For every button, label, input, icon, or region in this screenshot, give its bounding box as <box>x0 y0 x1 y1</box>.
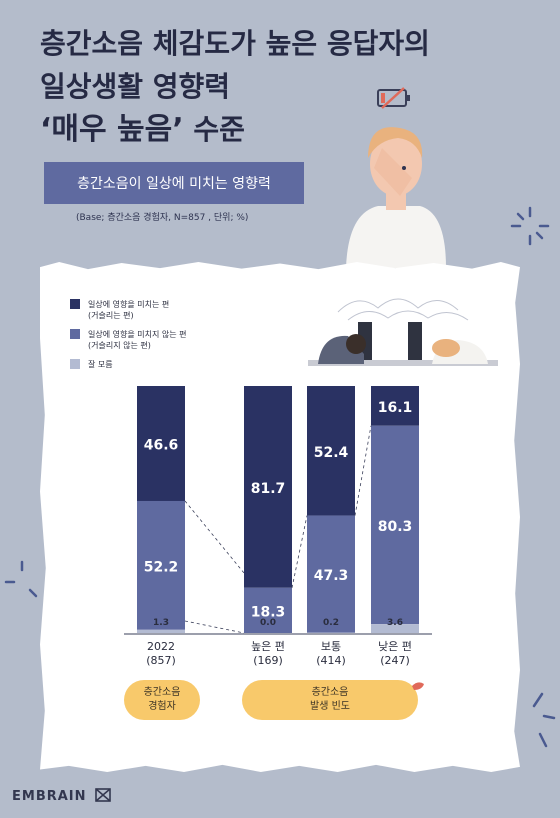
sparkle-icon <box>532 692 556 748</box>
title-line-2: 일상생활 영향력 <box>40 70 231 103</box>
category-label: (169) <box>253 654 283 667</box>
legend-item: 일상에 영향을 미치지 않는 편 (거슬리지 않는 편) <box>70 329 187 351</box>
data-label: 0.0 <box>260 618 276 628</box>
bar-segment <box>137 629 185 633</box>
category-label: (857) <box>146 654 176 667</box>
bar-segment <box>137 386 185 501</box>
data-label: 1.3 <box>153 618 169 628</box>
data-label: 16.1 <box>378 400 413 416</box>
data-label: 80.3 <box>378 519 413 535</box>
data-label: 0.2 <box>323 618 339 628</box>
pill-experienced: 층간소음 경험자 <box>124 680 200 720</box>
legend-label: 일상에 영향을 미치는 편 (거슬리는 편) <box>88 300 170 320</box>
bar-segment <box>371 624 419 633</box>
pill-frequency: 층간소음 발생 빈도 <box>242 680 418 720</box>
low-battery-icon <box>377 87 410 109</box>
category-label: (414) <box>316 654 346 667</box>
brand-logo: EMBRAIN <box>12 788 111 804</box>
chart-legend: 일상에 영향을 미치는 편 (거슬리는 편) 일상에 영향을 미치지 않는 편 … <box>70 299 187 370</box>
bar-segment <box>307 386 355 516</box>
legend-item: 일상에 영향을 미치는 편 (거슬리는 편) <box>70 299 187 321</box>
title-highlight: ‘매우 높음’ <box>40 112 184 147</box>
category-label: 높은 편 <box>251 640 285 653</box>
legend-swatch <box>70 329 80 339</box>
bar-segment <box>371 425 419 625</box>
tired-workers-illustration <box>308 298 498 366</box>
connector-line <box>184 620 245 634</box>
connector-line <box>184 500 245 574</box>
title-line-3: 수준 <box>183 113 245 146</box>
base-note: (Base; 층간소음 경험자, N=857 , 단위; %) <box>76 213 249 223</box>
data-label: 3.6 <box>387 618 403 628</box>
data-label: 52.2 <box>144 559 179 575</box>
legend-label: 일상에 영향을 미치지 않는 편 (거슬리지 않는 편) <box>88 330 187 350</box>
brand-name: EMBRAIN <box>12 789 87 804</box>
data-label: 81.7 <box>251 481 286 497</box>
category-label: 2022 <box>147 640 175 653</box>
legend-swatch <box>70 359 80 369</box>
bar-segment <box>137 500 185 630</box>
data-label: 18.3 <box>251 604 286 620</box>
connector-line <box>354 425 372 516</box>
legend-item: 잘 모름 <box>70 359 187 370</box>
page-title: 층간소음 체감도가 높은 응답자의 일상생활 영향력 ‘매우 높음’ 수준 <box>40 22 440 151</box>
legend-swatch <box>70 299 80 309</box>
category-label: 보통 <box>321 640 341 653</box>
category-label: 낮은 편 <box>378 640 412 653</box>
data-label: 47.3 <box>314 568 349 584</box>
bar-segment <box>371 386 419 426</box>
bar-segment <box>307 515 355 633</box>
title-line-1: 층간소음 체감도가 높은 응답자의 <box>40 27 430 60</box>
bar-segment <box>244 386 292 588</box>
pin-icon <box>412 682 424 690</box>
sparkle-icon <box>510 206 550 246</box>
data-label: 46.6 <box>144 437 179 453</box>
subtitle-box: 층간소음이 일상에 미치는 영향력 <box>44 162 304 204</box>
legend-label: 잘 모름 <box>88 360 113 369</box>
stressed-person-illustration <box>346 127 446 268</box>
connector-line <box>291 515 308 588</box>
data-label: 52.4 <box>314 445 349 461</box>
sparkle-icon <box>4 560 38 598</box>
subtitle: 층간소음이 일상에 미치는 영향력 <box>77 176 271 192</box>
category-label: (247) <box>380 654 410 667</box>
bar-segment <box>244 587 292 633</box>
brand-mark-icon <box>95 788 111 802</box>
